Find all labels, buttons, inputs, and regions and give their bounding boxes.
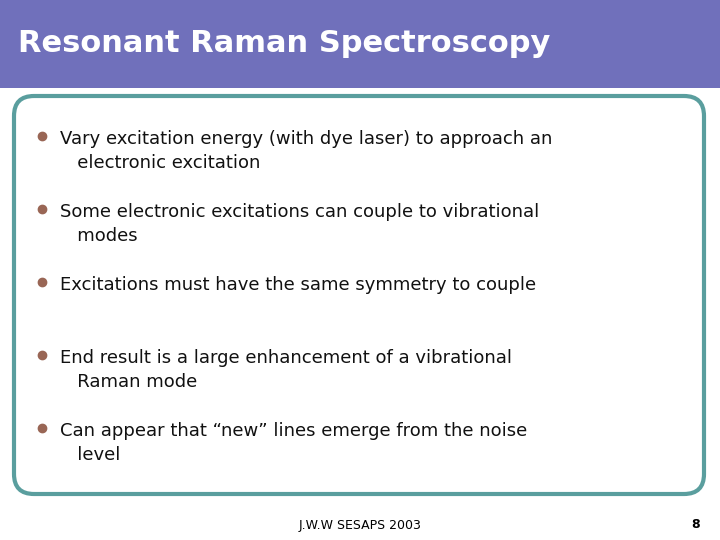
Text: Excitations must have the same symmetry to couple: Excitations must have the same symmetry … xyxy=(60,276,536,294)
Text: End result is a large enhancement of a vibrational
   Raman mode: End result is a large enhancement of a v… xyxy=(60,349,512,390)
Text: Some electronic excitations can couple to vibrational
   modes: Some electronic excitations can couple t… xyxy=(60,203,539,245)
Text: 8: 8 xyxy=(691,518,700,531)
Text: Can appear that “new” lines emerge from the noise
   level: Can appear that “new” lines emerge from … xyxy=(60,422,527,464)
Text: J.W.W SESAPS 2003: J.W.W SESAPS 2003 xyxy=(299,518,421,531)
Bar xyxy=(0,0,720,88)
FancyBboxPatch shape xyxy=(14,96,704,494)
Text: Resonant Raman Spectroscopy: Resonant Raman Spectroscopy xyxy=(18,30,550,58)
Text: Vary excitation energy (with dye laser) to approach an
   electronic excitation: Vary excitation energy (with dye laser) … xyxy=(60,130,552,172)
